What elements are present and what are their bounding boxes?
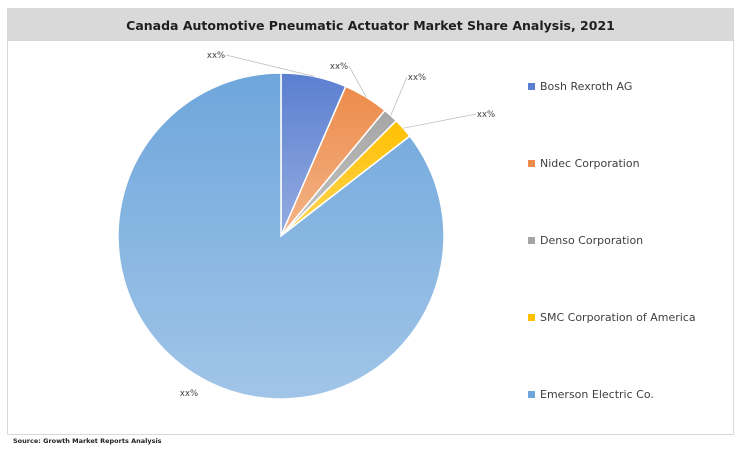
data-label-5: xx%	[180, 389, 198, 399]
chart-title: Canada Automotive Pneumatic Actuator Mar…	[126, 17, 615, 33]
legend-item: SMC Corporation of America	[528, 311, 696, 324]
legend-item: Bosh Rexroth AG	[528, 80, 632, 93]
legend-label: Bosh Rexroth AG	[540, 80, 633, 93]
data-label-4: xx%	[477, 110, 495, 120]
legend-swatch	[528, 391, 535, 398]
legend-label: Nidec Corporation	[540, 157, 640, 170]
legend-swatch	[528, 237, 535, 244]
legend-label: Emerson Electric Co.	[540, 388, 654, 401]
data-label-1: xx%	[207, 51, 225, 61]
pie-slice-5	[117, 72, 445, 400]
leader-line-4	[403, 113, 477, 129]
legend-swatch	[528, 160, 535, 167]
source-note: Source: Growth Market Reports Analysis	[13, 437, 162, 445]
legend-item: Nidec Corporation	[528, 157, 640, 170]
legend-swatch	[528, 314, 535, 321]
data-label-2: xx%	[330, 62, 348, 72]
legend-item: Emerson Electric Co.	[528, 388, 654, 401]
legend-label: Denso Corporation	[540, 234, 644, 247]
leader-line-3	[390, 76, 408, 116]
title-bar: Canada Automotive Pneumatic Actuator Mar…	[8, 9, 733, 41]
legend-item: Denso Corporation	[528, 234, 643, 247]
leader-line-2	[348, 65, 367, 98]
leader-line-1	[225, 54, 315, 77]
legend-label: SMC Corporation of America	[540, 311, 696, 324]
legend-swatch	[528, 83, 535, 90]
data-label-3: xx%	[408, 73, 426, 83]
